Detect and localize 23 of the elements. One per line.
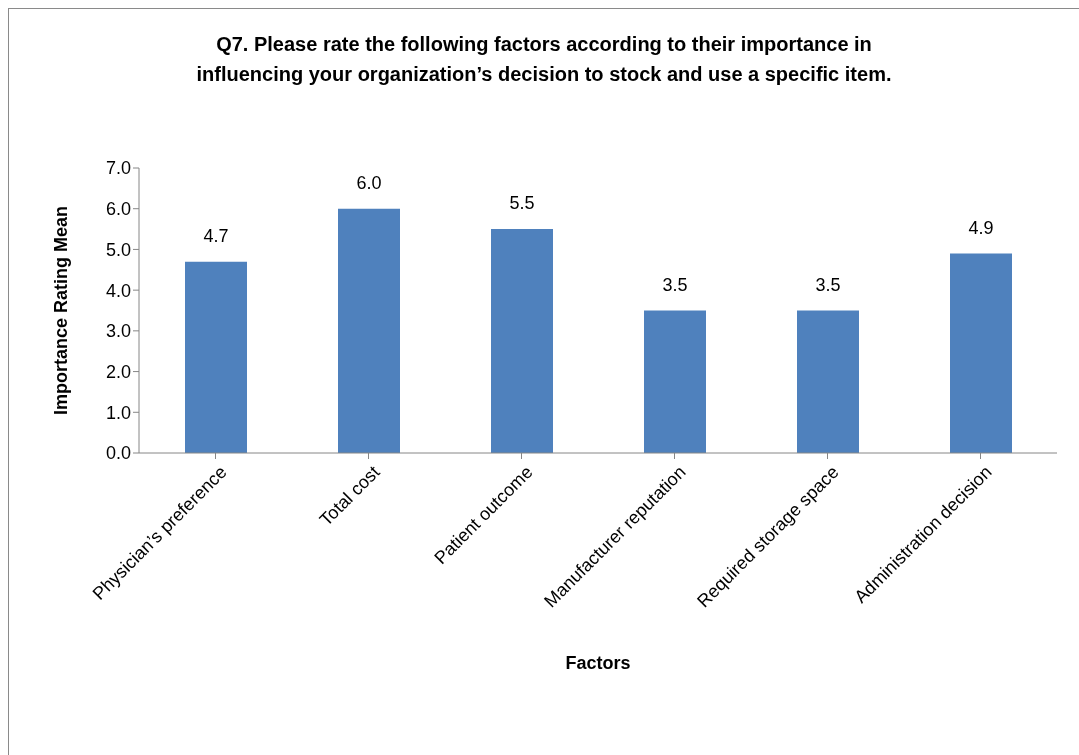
y-tick-label: 0.0 — [105, 443, 131, 464]
data-label: 4.7 — [203, 225, 229, 246]
bar — [338, 208, 400, 453]
bar — [185, 261, 247, 453]
x-axis-title: Factors — [565, 653, 631, 673]
y-tick-label: 6.0 — [105, 199, 131, 220]
bar — [644, 310, 706, 453]
y-tick-label: 5.0 — [105, 239, 131, 260]
y-tick-label: 4.0 — [105, 280, 131, 301]
y-tick-label: 1.0 — [105, 402, 131, 423]
data-label: 6.0 — [356, 172, 382, 193]
bar — [491, 229, 553, 453]
bar — [950, 253, 1012, 453]
y-axis-title: Importance Rating Mean — [51, 205, 72, 416]
bar — [797, 310, 859, 453]
y-tick-label: 7.0 — [105, 158, 131, 179]
y-tick-label: 2.0 — [105, 361, 131, 382]
y-tick-label: 3.0 — [105, 321, 131, 342]
data-label: 5.5 — [509, 193, 535, 214]
data-label: 3.5 — [662, 274, 688, 295]
data-label: 3.5 — [815, 274, 841, 295]
data-label: 4.9 — [968, 217, 994, 238]
chart-title: Q7. Please rate the following factors according to their importance in influencing your organization’s decision to stock and use a specific item. — [195, 32, 893, 87]
